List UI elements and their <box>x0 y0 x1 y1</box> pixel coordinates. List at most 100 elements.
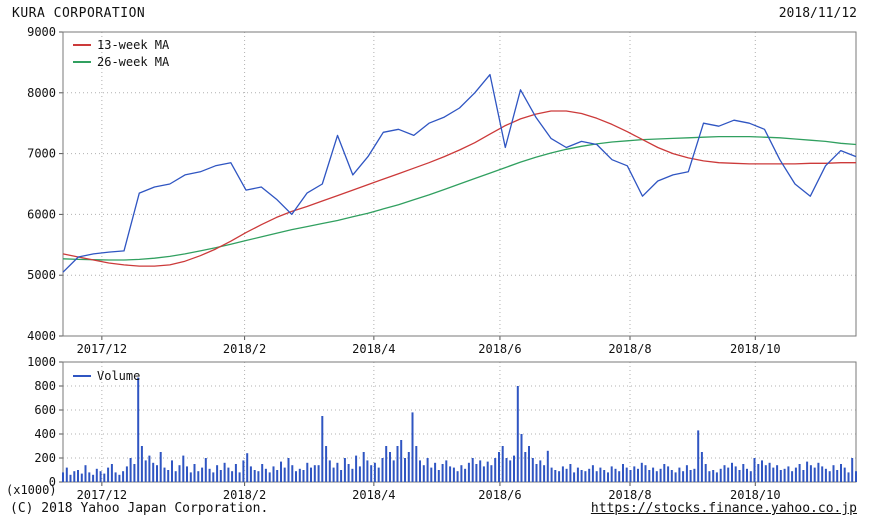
volume-bar <box>231 471 234 482</box>
volume-bar <box>419 460 421 482</box>
volume-bar <box>513 455 515 482</box>
volume-bar <box>69 474 72 482</box>
volume-bar <box>186 466 188 482</box>
y-axis-tick-label: 800 <box>34 379 56 393</box>
volume-bar <box>505 458 508 482</box>
volume-bar <box>599 467 602 482</box>
volume-bar <box>310 467 312 482</box>
volume-bar <box>652 467 655 482</box>
volume-bar <box>753 458 756 482</box>
volume-bar <box>144 460 147 482</box>
volume-bar <box>644 465 647 482</box>
y-axis-tick-label: 5000 <box>27 268 56 282</box>
volume-bar <box>576 467 579 482</box>
x-axis-tick-label: 2017/12 <box>77 342 128 356</box>
volume-bar <box>588 468 591 482</box>
volume-bar <box>757 464 760 482</box>
volume-bar <box>479 460 482 482</box>
volume-bar <box>749 471 752 482</box>
volume-bar <box>573 472 576 482</box>
x-axis-tick-label: 2018/2 <box>223 488 266 502</box>
ma26-legend-marker <box>73 60 91 63</box>
y-axis-tick-label: 1000 <box>27 356 56 369</box>
volume-bar <box>648 470 651 482</box>
volume-bar <box>219 470 222 482</box>
volume-bar <box>610 466 613 482</box>
volume-bar <box>434 462 437 482</box>
volume-axis-unit-label: (x1000) <box>6 483 57 497</box>
volume-bar <box>313 465 316 482</box>
y-axis-tick-label: 9000 <box>27 25 56 39</box>
volume-bar <box>809 465 812 482</box>
volume-bar <box>253 470 256 482</box>
ma13-legend-label: 13-week MA <box>97 37 170 52</box>
volume-bar <box>261 464 264 482</box>
volume-bar <box>295 471 297 482</box>
volume-bar <box>103 473 106 482</box>
volume-bar <box>565 468 568 482</box>
volume-bar <box>156 465 158 482</box>
volume-bar <box>377 467 380 482</box>
volume-bar <box>806 461 809 482</box>
y-axis-tick-label: 6000 <box>27 207 56 221</box>
volume-bar <box>584 471 587 482</box>
volume-bar <box>629 470 632 482</box>
volume-bar <box>595 471 598 482</box>
volume-bar <box>678 467 681 482</box>
chart-title: KURA CORPORATION <box>12 6 146 21</box>
volume-bar <box>343 458 346 482</box>
volume-bar <box>528 446 530 482</box>
volume-bar <box>794 467 797 482</box>
volume-bar <box>223 462 226 482</box>
volume-bar <box>456 471 459 482</box>
y-axis-tick-label: 600 <box>34 403 56 417</box>
volume-bar <box>362 452 365 482</box>
volume-bar <box>637 468 639 482</box>
price-plot-border <box>62 31 857 337</box>
volume-bar <box>182 455 185 482</box>
volume-bar <box>802 470 805 482</box>
volume-bar <box>700 452 703 482</box>
volume-plot-border <box>62 361 857 483</box>
volume-bar <box>336 462 339 482</box>
volume-bar <box>776 465 779 482</box>
volume-bar <box>618 471 621 482</box>
volume-bar <box>821 466 824 482</box>
volume-bar <box>832 465 835 482</box>
volume-bar <box>287 458 290 482</box>
volume-bar <box>167 470 170 482</box>
volume-bar <box>659 468 662 482</box>
volume-bar <box>62 472 64 482</box>
volume-bar <box>174 471 177 482</box>
x-axis-tick-label: 2018/4 <box>352 488 395 502</box>
26-week-ma-line <box>62 135 857 261</box>
volume-bar <box>445 460 448 482</box>
price-chart-legend: 13-week MA 26-week MA <box>73 36 169 70</box>
volume-bar <box>242 460 245 482</box>
price-line <box>62 73 857 273</box>
volume-bar <box>137 377 140 482</box>
volume-bar <box>358 466 361 482</box>
volume-bar <box>396 446 399 482</box>
volume-bar <box>746 468 748 482</box>
volume-bar <box>370 465 373 482</box>
source-url-link[interactable]: https://stocks.finance.yahoo.co.jp <box>590 501 857 516</box>
volume-bar <box>238 472 241 482</box>
volume-bar <box>764 465 767 482</box>
volume-bar <box>761 460 763 482</box>
volume-bar <box>772 467 775 482</box>
volume-bar <box>798 464 801 482</box>
volume-bar <box>193 464 196 482</box>
volume-bar <box>88 472 91 482</box>
volume-bar <box>535 464 538 482</box>
volume-legend-label: Volume <box>97 368 141 383</box>
y-axis-tick-label: 4000 <box>27 329 56 343</box>
volume-bar <box>693 468 696 482</box>
copyright-text: (C) 2018 Yahoo Japan Corporation. <box>10 501 269 516</box>
volume-bar <box>561 466 564 482</box>
volume-bar <box>640 462 643 482</box>
volume-bar <box>682 471 685 482</box>
ma13-legend-marker <box>73 43 91 46</box>
volume-bar <box>234 464 237 482</box>
